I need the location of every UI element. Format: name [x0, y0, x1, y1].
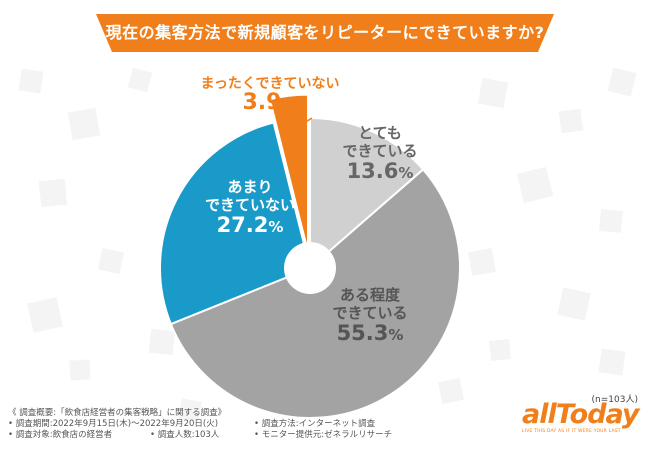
- slice-label-line: できていない: [205, 196, 295, 214]
- slice-label-line: できている: [332, 304, 407, 322]
- slice-label-line: ある程度: [340, 286, 401, 304]
- pie-slice-2: [159, 121, 312, 326]
- pie-slice-1: [169, 168, 461, 419]
- footer-method: • 調査方法:インターネット調査: [254, 419, 376, 429]
- slice-label-line: まったくできていない: [200, 76, 339, 92]
- pie-slice-0: [309, 116, 425, 271]
- footer-overview: 《 調査概要:「飲食店経営者の集客戦略」に関する調査》: [8, 408, 227, 418]
- slice-value: 55.3%: [337, 321, 404, 345]
- slice-label-line: できている: [342, 142, 417, 160]
- title-banner: [96, 14, 554, 52]
- logo-wordmark: allToday: [522, 399, 640, 430]
- slice-label-line: あまり: [227, 178, 272, 196]
- survey-footer: 《 調査概要:「飲食店経営者の集客戦略」に関する調査》 • 調査期間:2022年…: [8, 408, 392, 441]
- brand-logo: allToday LIVE THIS DAY AS IF IT WERE YOU…: [522, 400, 640, 444]
- footer-provider: • モニター提供元:ゼネラルリサーチ: [254, 430, 393, 440]
- slice-value: 3.9%: [242, 90, 297, 115]
- logo-tagline: LIVE THIS DAY AS IF IT WERE YOUR LAST: [522, 429, 621, 434]
- slice-value: 27.2%: [217, 213, 284, 237]
- footer-period: • 調査期間:2022年9月15日(木)〜2022年9月20日(火): [8, 419, 219, 429]
- chart-title: 現在の集客方法で新規顧客をリピーターにできていますか?: [105, 23, 545, 42]
- slice-label-line: とても: [358, 124, 402, 142]
- donut-hole: [284, 242, 336, 294]
- slice-value: 13.6%: [347, 159, 414, 183]
- pie-slice-3: [268, 93, 310, 253]
- callout-line: [295, 117, 313, 129]
- footer-count: • 調査人数:103人: [150, 430, 220, 440]
- sample-size: (n=103人): [591, 395, 638, 405]
- footer-target: • 調査対象:飲食店の経営者: [8, 430, 113, 440]
